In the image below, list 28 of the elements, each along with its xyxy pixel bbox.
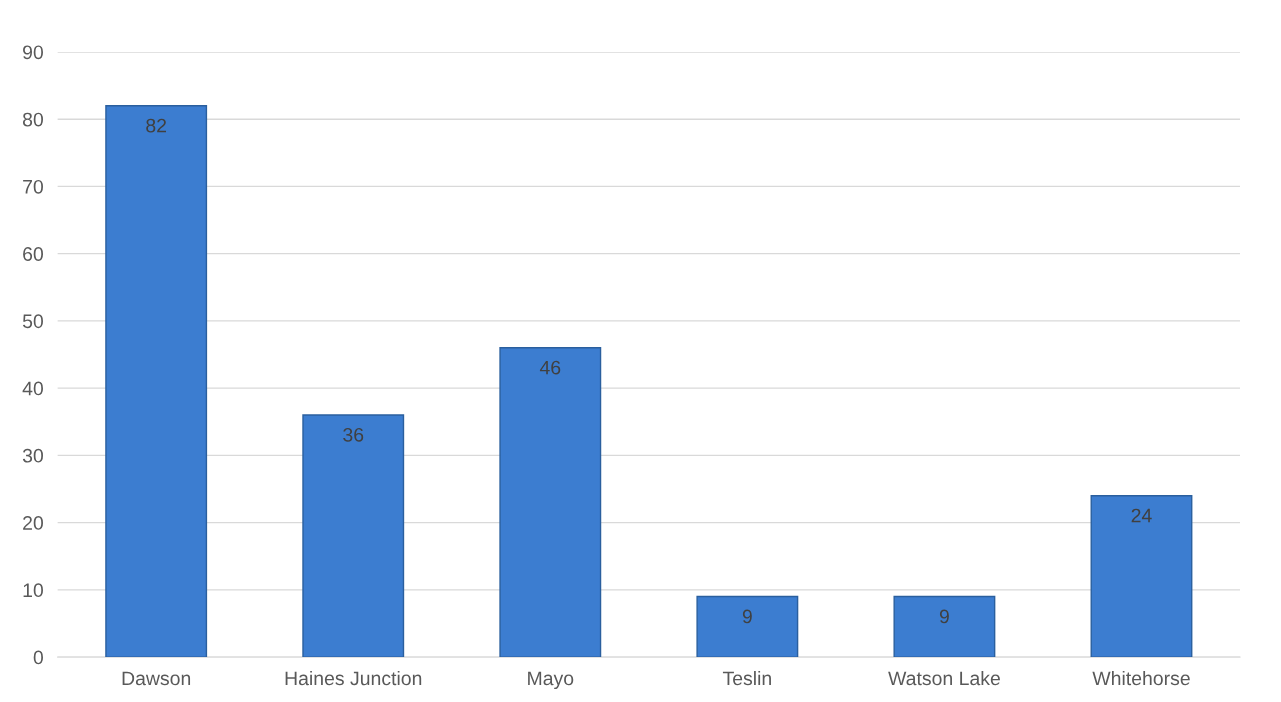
y-tick-label: 80 [22,112,43,127]
x-tick-label: Whitehorse [1092,670,1190,686]
bar [302,414,405,658]
bar [499,347,602,658]
y-tick-label: 30 [22,448,43,463]
y-tick-label: 0 [33,650,43,665]
bar [696,595,799,658]
bar [1090,495,1193,658]
y-tick-label: 40 [22,381,43,396]
x-tick-label: Mayo [528,671,574,690]
data-label: 9 [939,609,949,624]
x-tick-label: Watson Lake [888,670,1000,686]
x-tick-label: Haines Junction [285,670,422,686]
y-tick-label: 70 [23,179,43,194]
data-label: 24 [1131,508,1152,523]
y-tick-label: 90 [23,45,43,60]
bar [105,105,208,658]
y-tick-label: 60 [23,247,43,261]
y-tick-label: 10 [23,583,43,598]
data-label: 46 [539,360,561,375]
y-tick-label: 50 [22,314,43,329]
data-label: 9 [742,609,752,624]
x-tick-label: Teslin [722,670,771,686]
data-label: 36 [343,427,364,442]
x-tick-label: Dawson [122,671,191,686]
data-label: 82 [146,118,167,133]
y-tick-label: 20 [23,516,43,530]
bar [893,595,996,658]
